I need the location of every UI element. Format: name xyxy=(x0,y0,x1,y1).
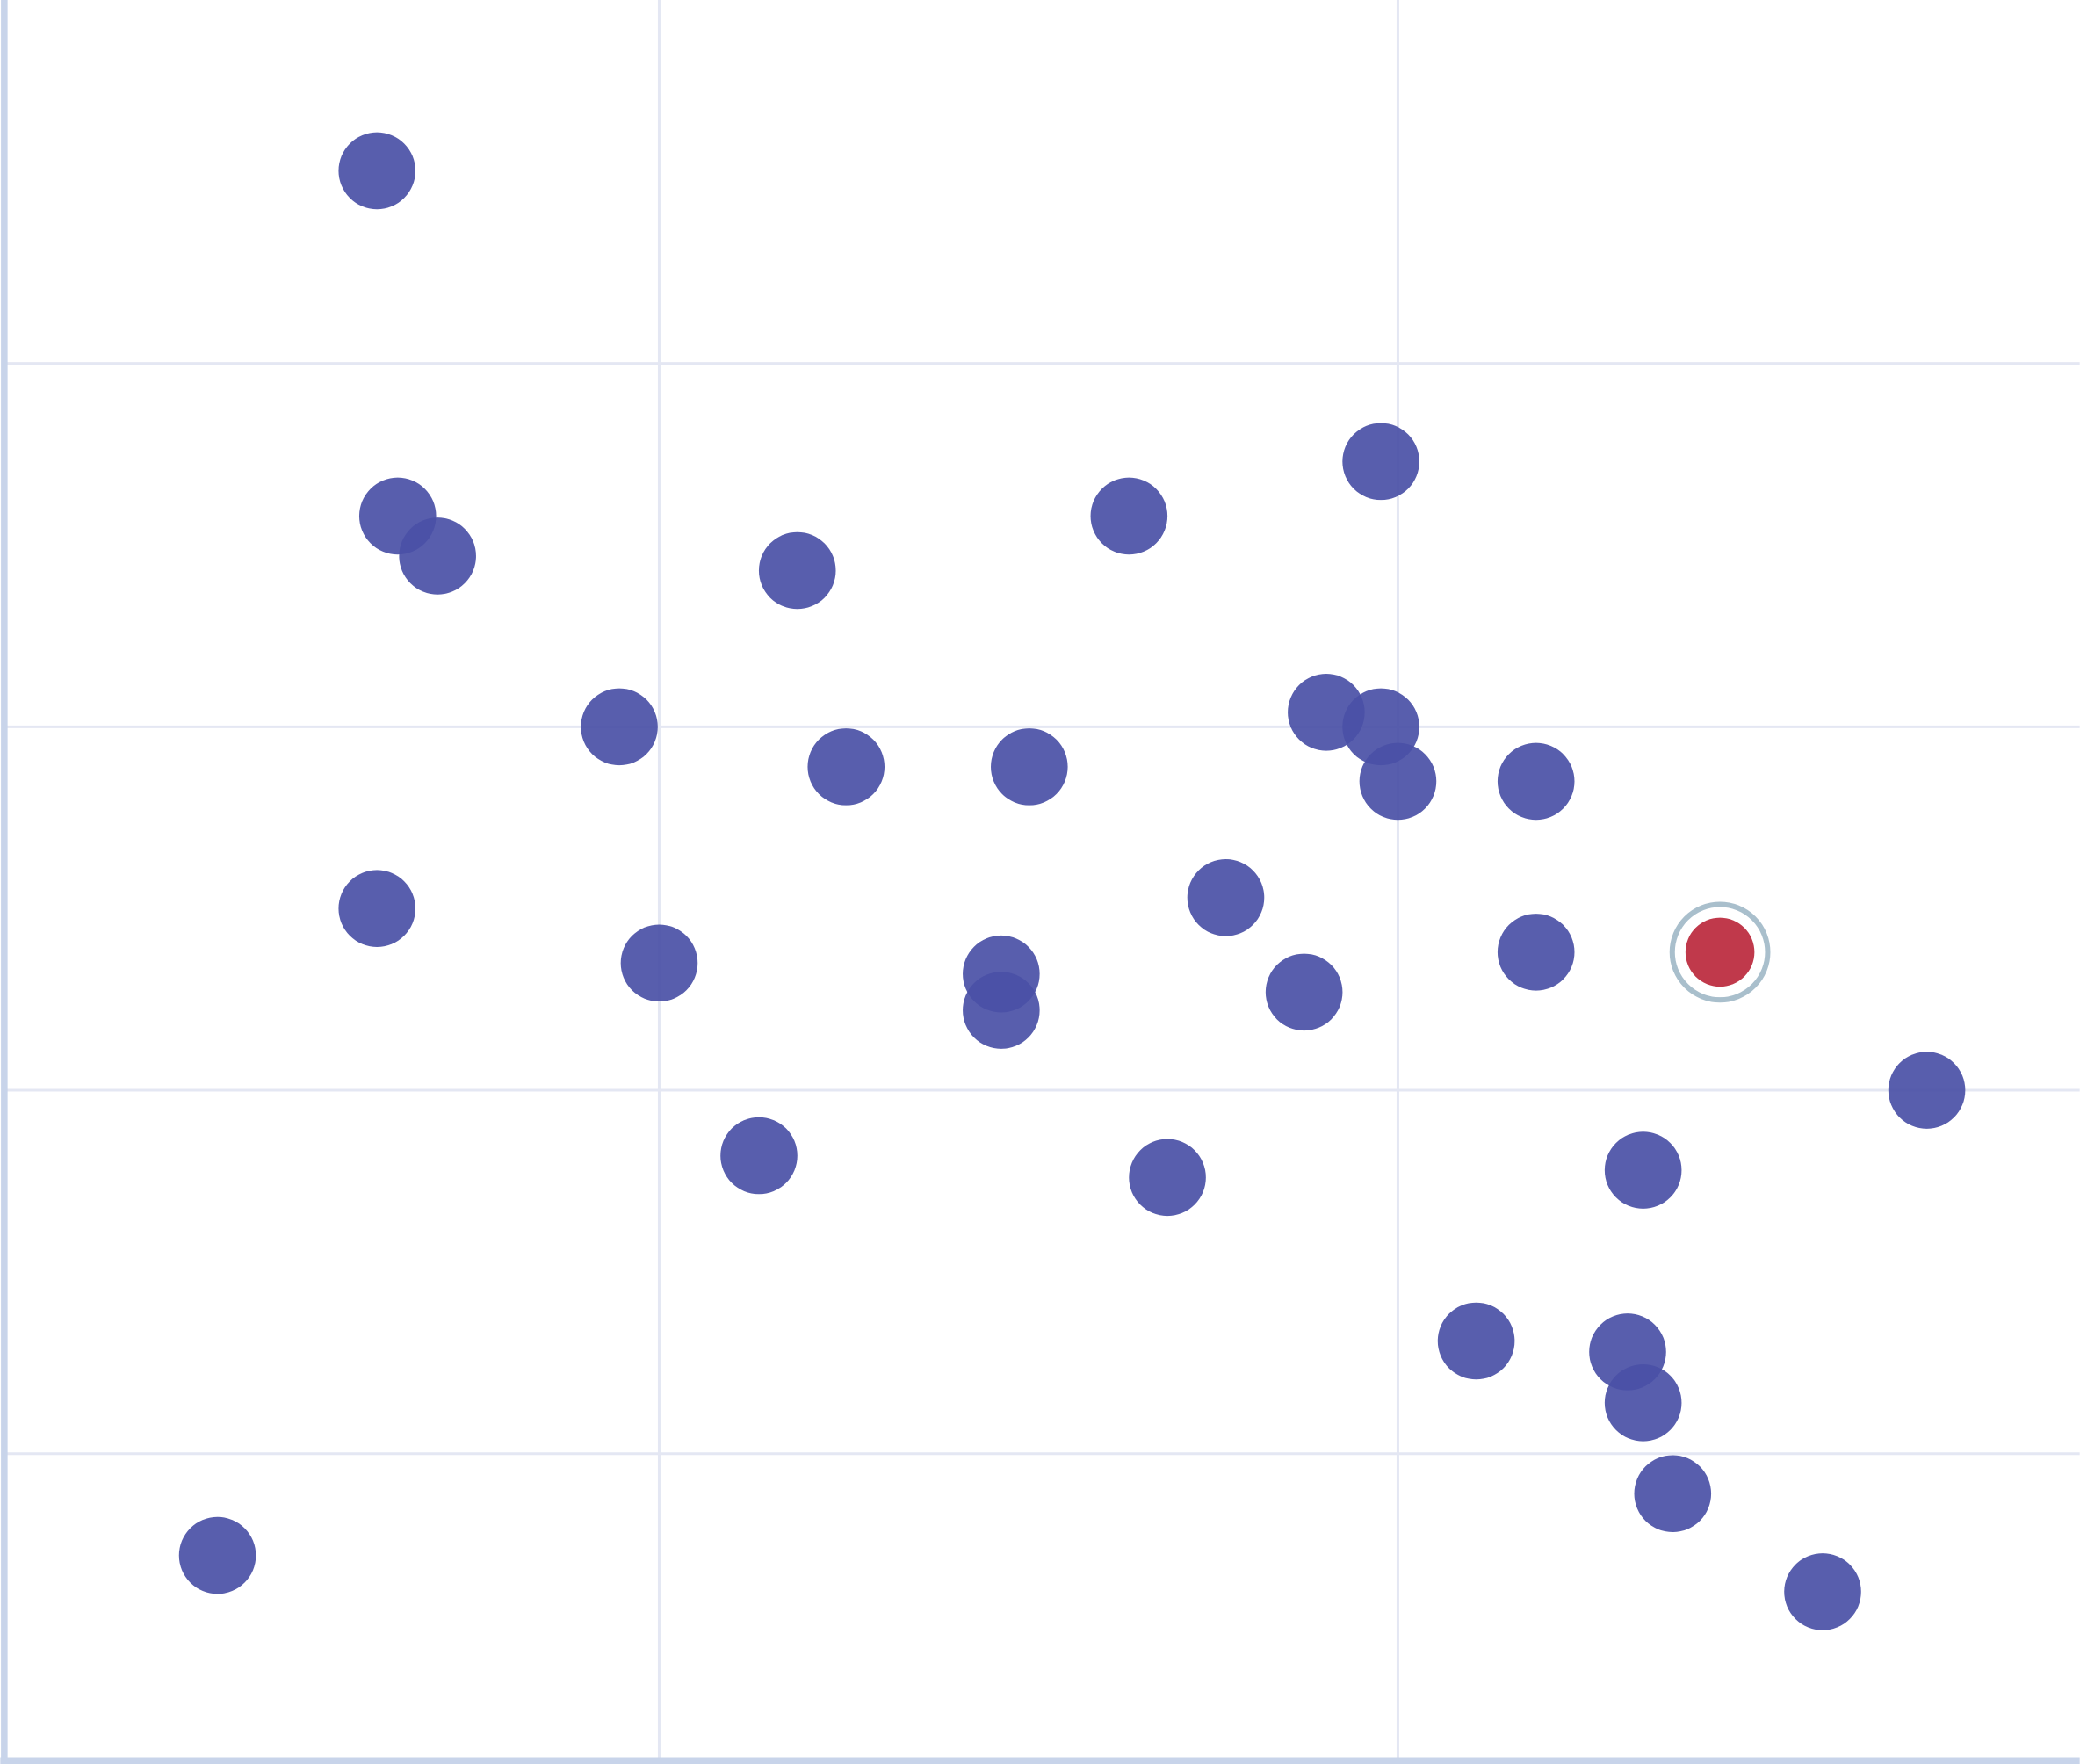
data-point[interactable] xyxy=(1888,1052,1966,1129)
data-point[interactable] xyxy=(1784,1553,1861,1630)
data-point[interactable] xyxy=(1187,859,1265,936)
data-point[interactable] xyxy=(1090,477,1168,555)
data-point[interactable] xyxy=(1497,914,1575,991)
data-point[interactable] xyxy=(758,531,836,610)
data-point[interactable] xyxy=(991,728,1068,806)
data-point[interactable] xyxy=(1342,423,1419,501)
data-point[interactable] xyxy=(807,728,885,806)
data-point[interactable] xyxy=(338,870,415,947)
data-point[interactable] xyxy=(1265,953,1343,1031)
data-point[interactable] xyxy=(963,972,1040,1049)
data-point[interactable] xyxy=(399,517,476,595)
data-point[interactable] xyxy=(1604,1364,1682,1442)
data-point[interactable] xyxy=(1604,1131,1682,1209)
data-point-highlighted[interactable] xyxy=(1685,917,1755,987)
data-point[interactable] xyxy=(178,1516,256,1594)
data-points xyxy=(178,132,1966,1630)
data-point[interactable] xyxy=(338,132,415,210)
data-point[interactable] xyxy=(1129,1139,1206,1217)
data-point[interactable] xyxy=(1634,1455,1712,1533)
data-point[interactable] xyxy=(581,688,658,766)
data-point[interactable] xyxy=(1359,742,1437,821)
data-point[interactable] xyxy=(620,924,698,1002)
gridlines xyxy=(6,0,2080,1760)
data-point[interactable] xyxy=(1437,1302,1515,1380)
data-point[interactable] xyxy=(1497,742,1575,821)
data-point[interactable] xyxy=(720,1117,798,1195)
